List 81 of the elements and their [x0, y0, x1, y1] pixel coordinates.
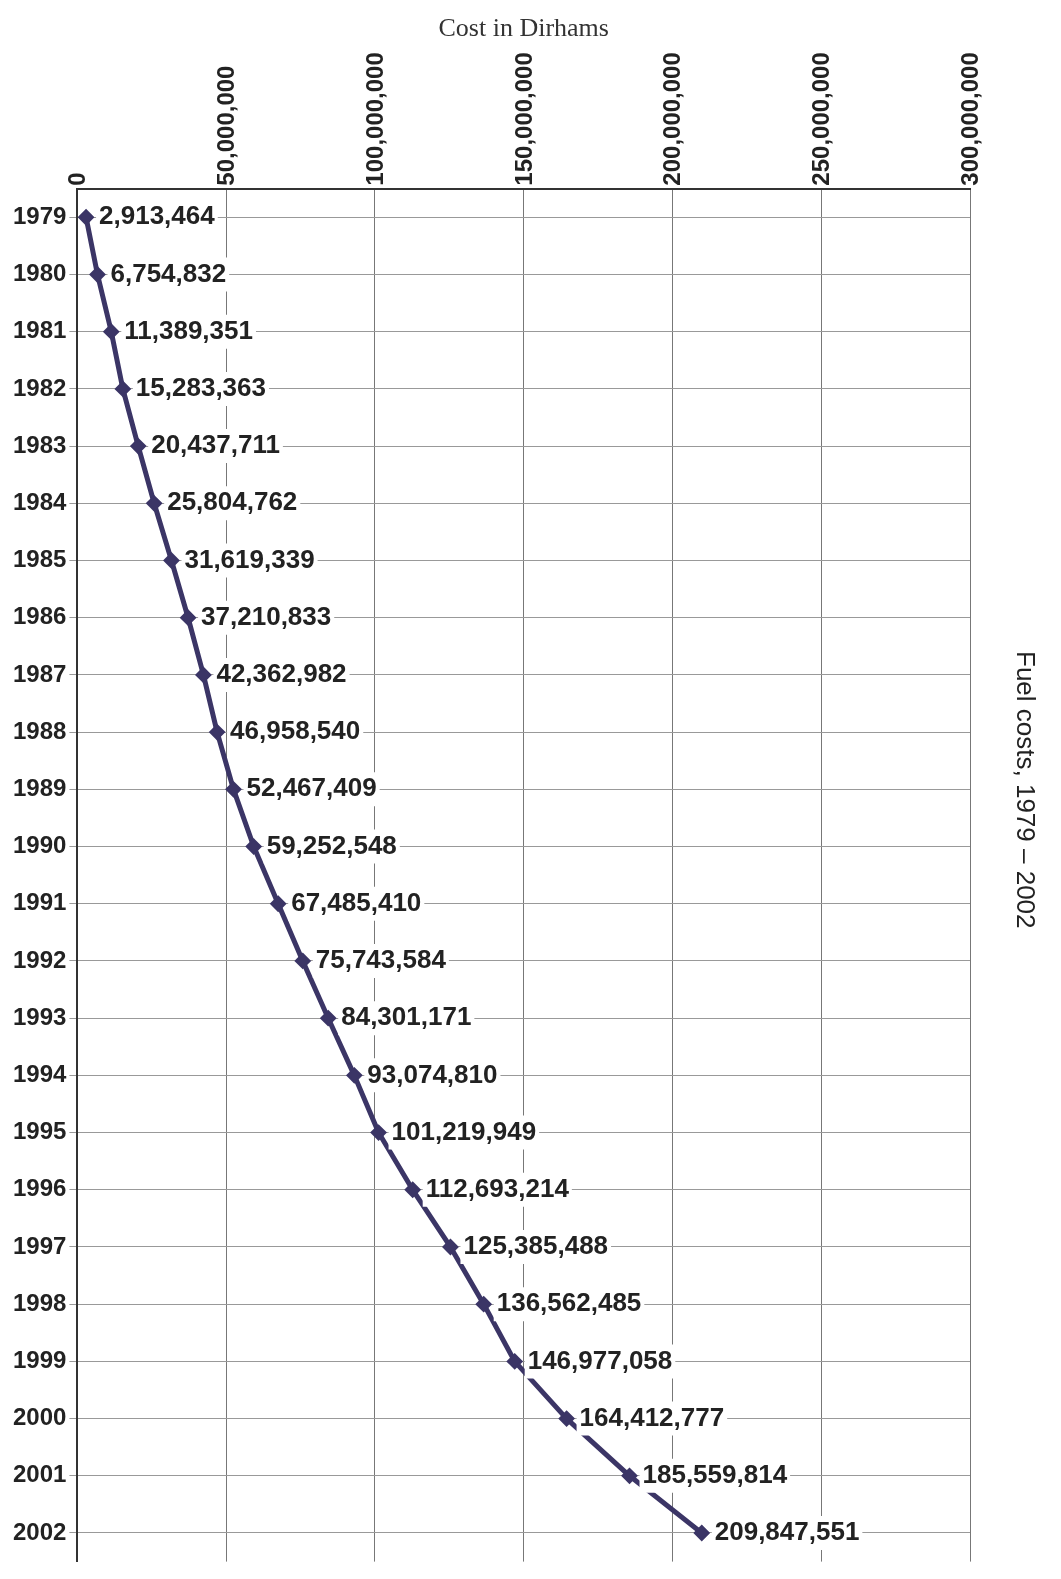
text: 20,437,711: [151, 429, 280, 460]
text: 2,913,464: [99, 200, 215, 231]
text: 101,219,949: [391, 1115, 537, 1146]
point: [180, 609, 197, 626]
text: 185,559,814: [642, 1458, 788, 1489]
x-tick-label: 50,000,000: [211, 65, 239, 186]
y-tick-label: 1987: [13, 659, 67, 687]
point: [558, 1410, 575, 1427]
point: [475, 1296, 492, 1313]
point: [442, 1238, 459, 1255]
y-tick-label: 2001: [13, 1460, 67, 1488]
point: [78, 209, 95, 226]
text: 46,958,540: [230, 715, 361, 746]
text: 11,389,351: [124, 314, 253, 345]
y-tick-label: 1994: [13, 1059, 68, 1087]
text: 84,301,171: [341, 1001, 472, 1032]
point: [146, 495, 163, 512]
point: [506, 1353, 523, 1370]
text: 6,754,832: [110, 257, 227, 288]
point: [114, 380, 131, 397]
x-tick-label: 0: [63, 172, 91, 186]
y-tick-label: 2002: [13, 1517, 67, 1545]
y-tick-label: 1984: [13, 487, 68, 515]
y-tick-label: 1998: [13, 1288, 67, 1316]
text: 75,743,584: [315, 944, 446, 975]
text: 67,485,410: [291, 886, 422, 917]
y-tick-label: 1986: [13, 602, 67, 630]
point: [209, 724, 226, 741]
point: [245, 838, 262, 855]
y-tick-label: 1990: [13, 831, 67, 859]
y-tick-label: 1985: [13, 545, 67, 573]
y-tick-label: 1999: [13, 1346, 67, 1374]
text: 37,210,833: [201, 600, 332, 631]
y-tick-label: 1996: [13, 1174, 67, 1202]
text: Fuel costs, 1979 – 2002: [1009, 649, 1042, 931]
point: [89, 266, 106, 283]
text: 15,283,363: [135, 372, 266, 403]
y-tick-label: 1997: [13, 1231, 67, 1259]
point: [103, 323, 120, 340]
text: 59,252,548: [266, 829, 397, 860]
x-tick-label: 150,000,000: [509, 52, 537, 186]
point: [130, 438, 147, 455]
y-tick-label: 1982: [13, 373, 67, 401]
point: [294, 952, 311, 969]
text: 136,562,485: [496, 1287, 642, 1318]
y-tick-label: 1979: [13, 201, 67, 229]
y-tick-label: 1995: [13, 1117, 67, 1145]
point: [163, 552, 180, 569]
text: 164,412,777: [579, 1401, 725, 1432]
text: 112,693,214: [425, 1172, 569, 1203]
x-tick-label: 200,000,000: [658, 52, 686, 186]
x-tick-label: 100,000,000: [360, 52, 388, 186]
point: [404, 1181, 421, 1198]
y-tick-label: 1980: [13, 259, 67, 287]
y-tick-label: 1981: [13, 316, 67, 344]
point: [270, 895, 287, 912]
x-tick-label: 250,000,000: [807, 52, 835, 186]
point: [346, 1067, 363, 1084]
y-tick-label: 1989: [13, 773, 67, 801]
y-tick-label: 1991: [13, 888, 67, 916]
point: [693, 1525, 710, 1541]
text: 52,467,409: [246, 772, 377, 803]
text: 31,619,339: [184, 543, 315, 574]
y-tick-label: 1993: [13, 1002, 67, 1030]
x-tick-label: 300,000,000: [955, 52, 983, 186]
y-tick-label: 2000: [13, 1403, 67, 1431]
text: 209,847,551: [714, 1516, 860, 1547]
point: [370, 1124, 387, 1141]
y-tick-label: 1983: [13, 430, 67, 458]
text: 25,804,762: [167, 486, 298, 517]
point: [195, 666, 212, 683]
point: [621, 1467, 638, 1484]
y-tick-label: 1992: [13, 945, 67, 973]
text: 125,385,488: [463, 1230, 609, 1261]
point: [320, 1010, 337, 1027]
y-tick-label: 1988: [13, 716, 67, 744]
point: [225, 781, 242, 798]
text: 42,362,982: [216, 658, 347, 689]
text: 93,074,810: [367, 1058, 498, 1089]
text: 146,977,058: [527, 1344, 673, 1375]
x-axis-title: Cost in Dirhams: [438, 13, 609, 43]
